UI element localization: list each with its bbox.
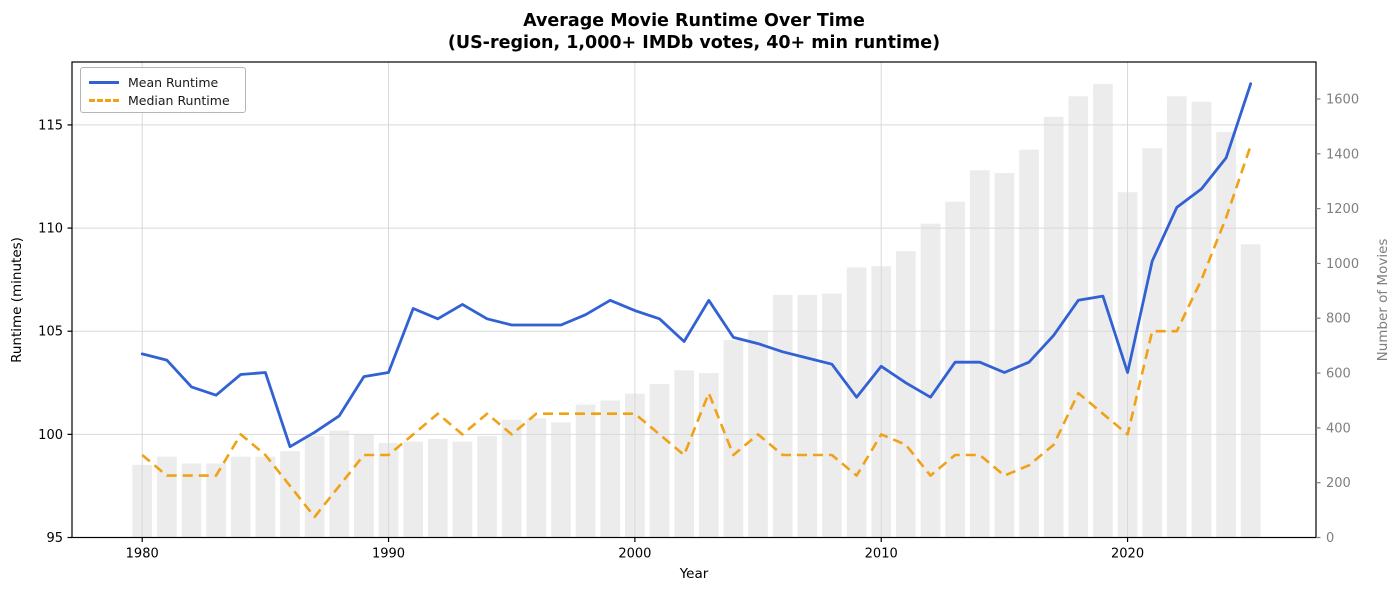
mean-runtime-line <box>140 82 1253 449</box>
plot-frame <box>71 61 1317 539</box>
movies-bar <box>772 294 793 538</box>
x-tick-label: 2010 <box>865 547 898 562</box>
movies-bar <box>575 404 596 538</box>
right-tick-label: 600 <box>1326 367 1351 382</box>
movies-bar <box>600 400 621 538</box>
left-tick-label: 100 <box>38 428 63 443</box>
movies-bar <box>280 451 300 538</box>
legend-entry-median: Median Runtime <box>89 91 237 109</box>
movies-bar <box>1019 149 1039 538</box>
movies-bar <box>1166 96 1187 538</box>
x-tick-label: 1990 <box>372 547 405 562</box>
right-tick-label: 400 <box>1326 421 1351 436</box>
legend-label-mean: Mean Runtime <box>128 74 219 90</box>
movies-bar <box>206 463 226 538</box>
movies-bar <box>1093 83 1113 538</box>
x-tick-label: 2000 <box>618 547 651 562</box>
right-tick-label: 1600 <box>1326 92 1359 107</box>
chart-title-line2: (US-region, 1,000+ IMDb votes, 40+ min r… <box>447 33 941 53</box>
median-runtime-line <box>141 145 1252 519</box>
movies-bar <box>1240 244 1261 538</box>
left-tick-label: 115 <box>38 118 63 133</box>
left-tick-label: 105 <box>38 325 63 340</box>
movies-bar <box>945 201 965 538</box>
movies-bar <box>920 223 941 538</box>
right-tick-label: 1000 <box>1326 257 1359 272</box>
movies-bar <box>403 441 424 538</box>
movies-bar <box>477 436 497 538</box>
chart-title: Average Movie Runtime Over Time (US-regi… <box>72 10 1316 54</box>
legend-entry-mean: Mean Runtime <box>89 73 237 91</box>
right-tick-label: 0 <box>1326 531 1334 546</box>
right-axis-label: Number of Movies <box>1375 238 1391 362</box>
movies-bar <box>501 419 522 538</box>
left-tick-label: 95 <box>46 531 63 546</box>
right-tick-label: 1400 <box>1326 147 1359 162</box>
left-tick-label: 110 <box>38 222 63 237</box>
legend: Mean Runtime Median Runtime <box>80 67 246 113</box>
movies-bar <box>895 251 916 538</box>
right-tick-label: 800 <box>1326 312 1351 327</box>
legend-label-median: Median Runtime <box>128 92 230 108</box>
movies-bar <box>304 436 325 538</box>
mean-line-sample-icon <box>89 80 119 84</box>
movies-bar <box>1068 96 1089 538</box>
x-tick-label: 1980 <box>126 547 159 562</box>
movies-bar <box>230 456 251 538</box>
movies-bar <box>822 293 842 538</box>
movies-bar <box>723 340 744 538</box>
movies-bar <box>994 172 1015 538</box>
chart-title-line1: Average Movie Runtime Over Time <box>523 11 865 31</box>
movies-bar <box>1191 101 1212 538</box>
movies-bar <box>1142 148 1163 538</box>
movies-bar <box>1216 131 1236 538</box>
movies-bar <box>649 384 670 538</box>
right-tick-label: 1200 <box>1326 202 1359 217</box>
x-axis-label: Year <box>679 566 709 582</box>
movies-bar <box>427 438 448 538</box>
movies-bar <box>452 441 473 538</box>
movies-bar <box>181 463 202 538</box>
right-tick-label: 200 <box>1326 476 1351 491</box>
movies-bar <box>846 267 867 538</box>
movies-bar <box>969 170 990 538</box>
x-tick-label: 2020 <box>1111 547 1144 562</box>
movies-bar <box>354 434 374 538</box>
movies-bar <box>255 456 276 538</box>
movies-bar <box>698 373 719 538</box>
left-axis-label: Runtime (minutes) <box>9 237 25 363</box>
movies-bar <box>526 418 547 538</box>
movies-bar <box>551 422 571 538</box>
movies-bar <box>674 370 694 538</box>
median-line-sample-icon <box>89 98 119 102</box>
